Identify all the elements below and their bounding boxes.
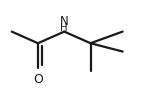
Text: H: H — [60, 23, 68, 33]
Text: N: N — [60, 15, 69, 28]
Text: O: O — [33, 73, 43, 86]
